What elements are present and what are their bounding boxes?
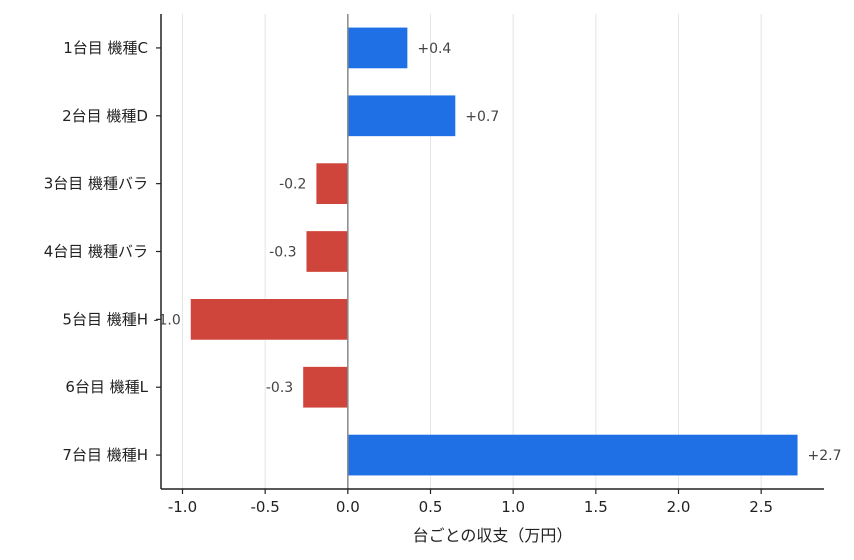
category-label: 4台目 機種バラ	[44, 243, 148, 261]
data-label: +0.4	[417, 41, 451, 57]
x-tick-label: -0.5	[251, 498, 280, 516]
bar	[316, 163, 348, 204]
x-tick-label: 0.5	[419, 498, 443, 516]
x-tick-label: 2.5	[749, 498, 773, 516]
data-label: +0.7	[465, 109, 499, 125]
category-label: 2台目 機種D	[62, 107, 148, 125]
category-label: 5台目 機種H	[62, 310, 148, 328]
x-tick-label: 0.0	[336, 498, 360, 516]
bar	[190, 299, 348, 340]
bar	[347, 434, 798, 476]
x-tick-label: -1.0	[168, 498, 197, 516]
x-ticks: -1.0 -0.5 0.0 0.5 1.0 1.5 2.0 2.5	[168, 489, 773, 516]
category-label: 7台目 機種H	[62, 446, 148, 464]
category-label: 6台目 機種L	[65, 378, 148, 396]
y-ticks: 1台目 機種C 2台目 機種D 3台目 機種バラ 4台目 機種バラ 5台目 機種H 6台目…	[44, 39, 161, 464]
x-axis-title: 台ごとの収支（万円）	[413, 526, 573, 545]
bars	[190, 27, 798, 476]
bar	[303, 366, 348, 408]
data-label: -1.0	[153, 312, 180, 328]
category-label: 3台目 機種バラ	[44, 175, 148, 193]
data-labels: +0.4 +0.7 -0.2 -0.3 -1.0 -0.3 +2.7	[153, 41, 841, 464]
data-label: -0.3	[266, 380, 293, 396]
bar	[347, 95, 456, 137]
x-tick-label: 1.5	[584, 498, 608, 516]
bar	[306, 231, 348, 272]
category-label: 1台目 機種C	[63, 39, 148, 57]
bar	[347, 27, 408, 69]
data-label: -0.2	[279, 177, 306, 193]
data-label: -0.3	[269, 245, 296, 261]
x-tick-label: 2.0	[667, 498, 691, 516]
data-label: +2.7	[808, 448, 842, 464]
x-tick-label: 1.0	[501, 498, 525, 516]
